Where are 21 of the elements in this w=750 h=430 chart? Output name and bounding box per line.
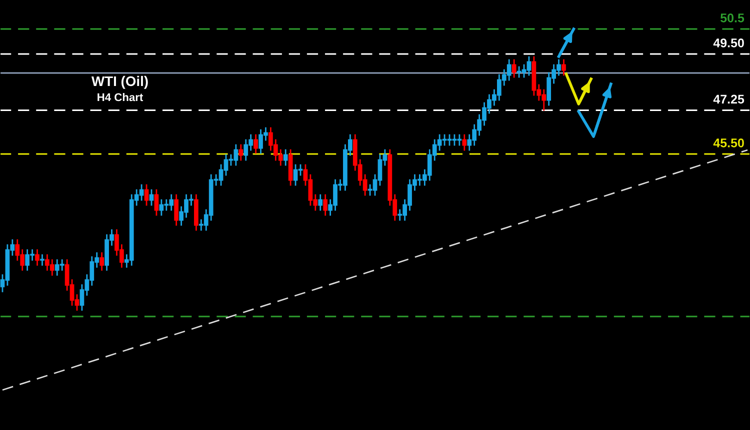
candlestick — [512, 59, 516, 78]
candlestick — [254, 134, 258, 154]
candlestick — [100, 252, 104, 271]
candlestick — [462, 134, 467, 151]
candlestick — [283, 149, 288, 166]
candlestick — [318, 194, 323, 211]
candlestick — [323, 194, 328, 216]
text: H4 Chart — [98, 93, 144, 102]
candlestick — [562, 59, 566, 76]
candlestick — [149, 189, 154, 206]
candlestick — [35, 249, 40, 266]
candlestick — [40, 254, 44, 266]
candlestick — [238, 144, 244, 161]
ref-line-label: 49.50 — [713, 38, 744, 48]
ref-line-label: 50.5 — [720, 14, 744, 22]
ref-line-label: 45.50 — [713, 138, 744, 148]
text: WTI (Oil) — [91, 76, 148, 89]
candlestick — [174, 194, 179, 226]
ref-line-label: 47.25 — [713, 94, 744, 104]
candlestick — [154, 189, 159, 216]
candlestick — [144, 184, 149, 206]
